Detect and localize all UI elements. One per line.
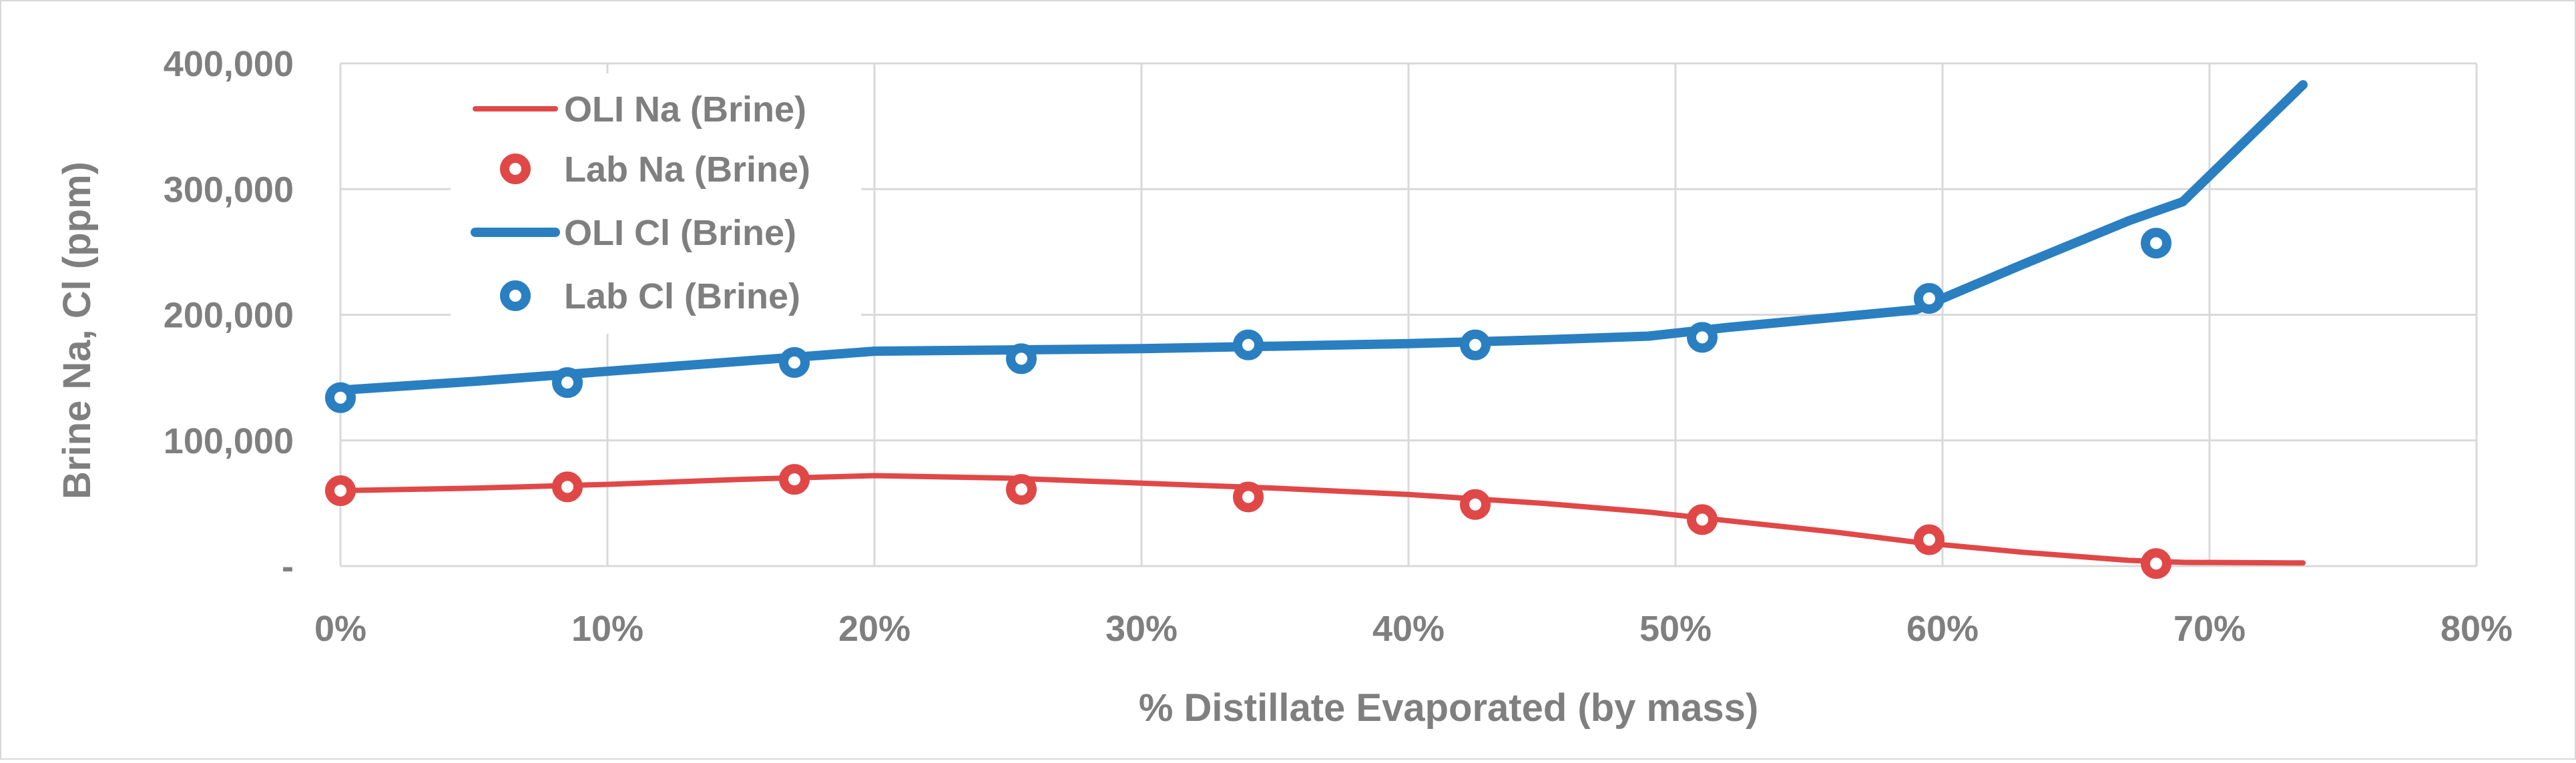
data-point <box>2141 548 2171 579</box>
legend-entry-label: OLI Cl (Brine) <box>564 213 796 253</box>
data-point <box>1914 524 1945 555</box>
x-tick-label: 60% <box>1906 609 1979 649</box>
x-tick-label: 0% <box>314 609 366 649</box>
data-point <box>1233 329 1264 360</box>
y-tick-label: 200,000 <box>164 296 294 336</box>
data-point <box>1687 504 1718 535</box>
data-point <box>552 471 583 503</box>
legend-entry-label: OLI Na (Brine) <box>564 89 806 130</box>
x-axis-title: % Distillate Evaporated (by mass) <box>1139 686 1758 730</box>
x-tick-label: 40% <box>1372 609 1445 649</box>
y-tick-label: - <box>282 547 294 587</box>
data-point <box>779 347 810 378</box>
legend-entry-label: Lab Na (Brine) <box>564 150 810 190</box>
x-tick-label: 70% <box>2173 609 2246 649</box>
legend-entry-label: Lab Cl (Brine) <box>564 276 800 316</box>
x-tick-label: 20% <box>838 609 911 649</box>
series-layer <box>325 80 2308 579</box>
y-tick-label: 300,000 <box>164 170 294 210</box>
data-point <box>1460 489 1491 520</box>
legend: OLI Na (Brine) Lab Na (Brine) OLI Cl (Brin… <box>451 73 861 334</box>
x-tick-label: 10% <box>571 609 643 649</box>
x-tick-label: 80% <box>2440 609 2513 649</box>
y-tick-label: 100,000 <box>164 421 294 461</box>
data-point <box>779 464 810 495</box>
data-point <box>1687 322 1718 353</box>
data-point <box>1460 329 1491 360</box>
data-point <box>1006 474 1037 505</box>
data-point <box>1233 481 1264 513</box>
legend-marker-swatch <box>500 154 531 184</box>
y-tick-label: 400,000 <box>164 44 294 84</box>
data-point <box>325 475 356 507</box>
data-point <box>325 382 356 413</box>
data-point <box>552 367 583 399</box>
x-tick-label: 30% <box>1105 609 1178 649</box>
legend-marker-swatch <box>500 280 531 311</box>
data-point <box>1006 343 1037 374</box>
y-axis-title: Brine Na, Cl (ppm) <box>55 162 99 499</box>
data-point <box>1914 283 1945 314</box>
axis-layer: - 100,000 200,000 300,000 400,000 0% 10% 20% 30%… <box>164 44 2513 649</box>
x-tick-label: 50% <box>1639 609 1712 649</box>
data-point <box>2141 228 2171 259</box>
